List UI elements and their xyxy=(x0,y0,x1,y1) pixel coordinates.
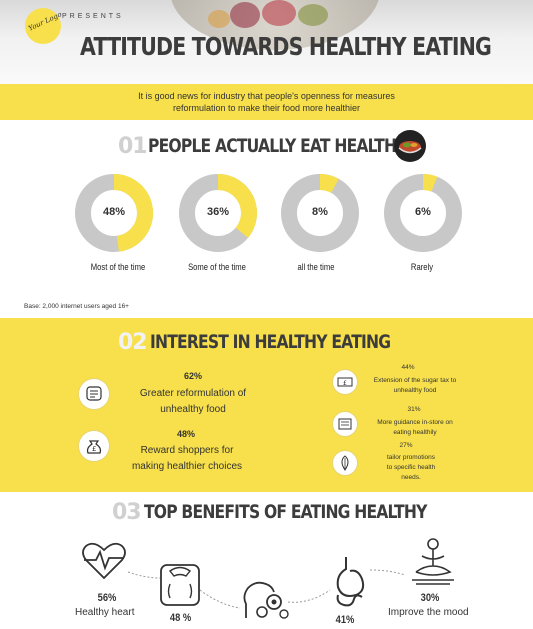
interest-line: More guidance in-store on xyxy=(377,419,453,426)
fruit-photo xyxy=(208,10,230,28)
base-note: Base: 2,000 internet users aged 16+ xyxy=(24,303,129,310)
interest-line: Reward shoppers for xyxy=(140,445,234,456)
document-lines-icon xyxy=(78,378,110,410)
interest-line: making healthier choices xyxy=(131,461,243,472)
benefit-percent: 56% xyxy=(97,592,117,604)
fruit-photo xyxy=(230,2,260,28)
interest-percent: 27% xyxy=(399,442,413,449)
donut-chart: 8% xyxy=(280,173,360,253)
benefit-label: Healthy heart xyxy=(75,607,135,618)
donut-chart: 48% xyxy=(74,173,154,253)
donut-arc xyxy=(113,174,154,252)
weighing-scale-icon xyxy=(160,564,200,606)
connector-lines xyxy=(127,569,406,609)
section-title: INTEREST IN HEALTHY EATING xyxy=(150,331,391,353)
presents-label: PRESENTS xyxy=(62,13,124,20)
interest-description: Greater reformulation of unhealthy food xyxy=(120,386,266,418)
interest-percent: 44% xyxy=(401,364,415,371)
benefit-percent: 48 % xyxy=(169,612,192,624)
svg-text:£: £ xyxy=(92,445,96,453)
meditation-icon xyxy=(412,538,454,585)
donut-value: 6% xyxy=(415,206,431,218)
header-banner xyxy=(0,0,533,84)
heartbeat-icon xyxy=(82,542,126,580)
intro-line-2: reformulation to make their food more he… xyxy=(172,103,361,113)
interest-description: Extension of the sugar tax to unhealthy f… xyxy=(358,376,472,396)
benefit-label: Improve the mood xyxy=(388,607,469,618)
donut-label: Rarely xyxy=(410,262,434,272)
benefit-percent: 41% xyxy=(335,614,355,626)
donut-label: all the time xyxy=(297,262,335,272)
interest-line: eating healthily xyxy=(393,429,437,436)
interest-description: Reward shoppers for making healthier choi… xyxy=(114,443,260,475)
intro-line-1: It is good news for industry that people… xyxy=(138,91,395,101)
fruit-photo xyxy=(298,4,328,26)
brain-gears-icon xyxy=(243,581,289,619)
interest-line: needs. xyxy=(401,474,421,481)
pound-note-icon: £ xyxy=(332,369,358,395)
donut-value: 48% xyxy=(102,206,126,218)
salad-bowl-icon xyxy=(394,130,426,162)
section-number: 03 xyxy=(112,500,142,525)
page-title: ATTITUDE TOWARDS HEALTHY EATING xyxy=(80,32,492,61)
donut-arc xyxy=(217,174,257,238)
money-bag-icon: £ xyxy=(78,430,110,462)
section-number: 02 xyxy=(118,330,148,355)
donut-chart: 36% xyxy=(178,173,258,253)
interest-percent: 31% xyxy=(407,406,421,413)
donut-arc xyxy=(422,174,438,192)
donut-chart: 6% xyxy=(383,173,463,253)
donut-label: Most of the time xyxy=(90,262,146,272)
donut-value: 36% xyxy=(206,206,230,218)
interest-description: More guidance in-store on eating healthil… xyxy=(358,418,472,438)
section-number: 01 xyxy=(118,134,148,159)
guidebook-icon xyxy=(332,411,358,437)
section-title: PEOPLE ACTUALLY EAT HEALTHY xyxy=(148,135,407,157)
interest-line: to specific health xyxy=(386,464,436,471)
logo[interactable]: Your Logo xyxy=(25,8,63,44)
interest-line: unhealthy food xyxy=(160,404,226,415)
donut-value: 8% xyxy=(312,206,328,218)
donut-label: Some of the time xyxy=(188,262,246,272)
donut-arc xyxy=(319,174,339,194)
fruit-photo xyxy=(262,0,296,26)
interest-line: Greater reformulation of xyxy=(139,388,247,399)
interest-percent: 62% xyxy=(183,371,202,381)
interest-line: tailor promotions xyxy=(386,454,436,461)
interest-line: unhealthy food xyxy=(393,387,437,394)
interest-line: Extension of the sugar tax to xyxy=(373,377,457,384)
leaf-icon xyxy=(332,450,358,476)
intro-banner: It is good news for industry that people… xyxy=(0,84,533,120)
svg-text:£: £ xyxy=(343,380,347,387)
stomach-icon xyxy=(336,557,365,607)
benefit-percent: 30% xyxy=(420,592,440,604)
section-title: TOP BENEFITS OF EATING HEALTHY xyxy=(144,501,427,523)
interest-percent: 48% xyxy=(176,429,195,439)
interest-description: tailor promotions to specific health needs… xyxy=(354,453,468,483)
